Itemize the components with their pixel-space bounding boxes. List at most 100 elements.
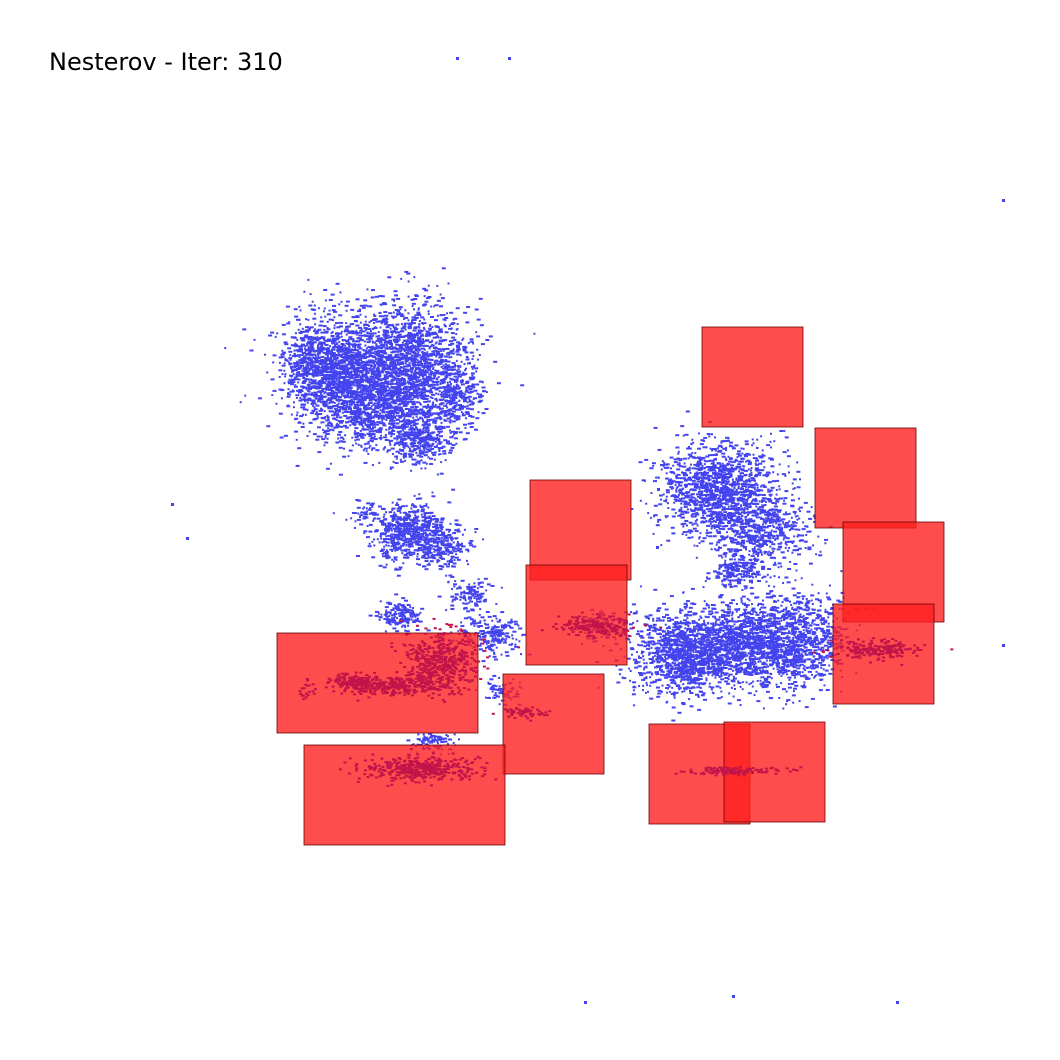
- standard-cell: [296, 361, 298, 363]
- standard-cell: [327, 427, 329, 429]
- standard-cell: [343, 407, 345, 409]
- standard-cell: [459, 431, 463, 433]
- standard-cell: [457, 328, 459, 330]
- standard-cell: [395, 324, 399, 326]
- standard-cell: [423, 373, 425, 375]
- standard-cell: [413, 298, 417, 300]
- standard-cell: [455, 333, 457, 335]
- standard-cell: [358, 398, 360, 400]
- standard-cell: [351, 437, 353, 439]
- standard-cell: [448, 401, 452, 403]
- standard-cell: [338, 386, 340, 388]
- standard-cell: [444, 420, 448, 422]
- standard-cell: [433, 413, 437, 415]
- standard-cell: [389, 324, 393, 326]
- standard-cell: [338, 400, 340, 402]
- standard-cell: [451, 337, 455, 339]
- standard-cell: [316, 386, 320, 388]
- standard-cell: [327, 321, 329, 323]
- standard-cell: [427, 368, 431, 370]
- standard-cell: [439, 426, 441, 428]
- standard-cell: [339, 366, 341, 368]
- standard-cell: [346, 367, 348, 369]
- standard-cell: [379, 315, 383, 317]
- standard-cell: [459, 392, 463, 394]
- standard-cell: [336, 379, 338, 381]
- standard-cell: [401, 442, 405, 444]
- standard-cell: [322, 398, 324, 400]
- standard-cell: [388, 390, 390, 392]
- standard-cell: [343, 415, 347, 417]
- standard-cell: [405, 445, 407, 447]
- standard-cell: [404, 549, 408, 551]
- standard-cell: [468, 392, 472, 394]
- standard-cell: [391, 361, 393, 363]
- standard-cell: [408, 396, 410, 398]
- standard-cell: [394, 530, 396, 532]
- standard-cell: [372, 437, 374, 439]
- standard-cell: [429, 348, 431, 350]
- standard-cell: [424, 467, 426, 469]
- standard-cell: [336, 419, 338, 421]
- standard-cell: [281, 397, 283, 399]
- standard-cell: [355, 325, 359, 327]
- standard-cell: [412, 428, 416, 430]
- standard-cell: [339, 376, 343, 378]
- standard-cell: [294, 431, 298, 433]
- standard-cell: [320, 332, 324, 334]
- standard-cell: [345, 322, 347, 324]
- standard-cell: [404, 460, 406, 462]
- standard-cell: [471, 416, 475, 418]
- standard-cell: [284, 382, 286, 384]
- standard-cell: [412, 305, 414, 307]
- standard-cell: [479, 298, 483, 300]
- standard-cell: [375, 383, 377, 385]
- standard-cell: [333, 339, 337, 341]
- standard-cell: [435, 336, 439, 338]
- standard-cell: [436, 353, 440, 355]
- standard-cell: [456, 417, 460, 419]
- standard-cell: [302, 370, 304, 372]
- standard-cell: [413, 358, 415, 360]
- standard-cell: [447, 501, 451, 503]
- standard-cell: [402, 342, 404, 344]
- standard-cell: [416, 401, 420, 403]
- standard-cell: [311, 308, 315, 310]
- standard-cell: [410, 450, 414, 452]
- standard-cell: [324, 308, 326, 310]
- standard-cell: [420, 530, 424, 532]
- standard-cell: [417, 419, 419, 421]
- standard-cell: [314, 367, 316, 369]
- standard-cell: [376, 363, 380, 365]
- standard-cell: [312, 387, 316, 389]
- standard-cell: [354, 424, 356, 426]
- standard-cell: [378, 416, 382, 418]
- standard-cell: [371, 541, 373, 543]
- standard-cell: [445, 540, 449, 542]
- standard-cell: [412, 398, 414, 400]
- standard-cell: [385, 434, 387, 436]
- standard-cell: [361, 433, 365, 435]
- standard-cell: [353, 379, 355, 381]
- standard-cell: [431, 378, 435, 380]
- standard-cell: [370, 348, 372, 350]
- standard-cell: [475, 309, 479, 311]
- standard-cell: [362, 307, 366, 309]
- standard-cell: [312, 357, 316, 359]
- standard-cell: [437, 561, 439, 563]
- standard-cell: [443, 314, 445, 316]
- standard-cell: [454, 437, 458, 439]
- standard-cell: [330, 370, 332, 372]
- standard-cell: [449, 388, 453, 390]
- standard-cell: [398, 337, 400, 339]
- standard-cell: [334, 325, 336, 327]
- standard-cell: [432, 364, 436, 366]
- standard-cell: [380, 435, 382, 437]
- standard-cell: [337, 434, 341, 436]
- standard-cell: [371, 361, 373, 363]
- standard-cell: [303, 377, 305, 379]
- standard-cell: [405, 423, 409, 425]
- standard-cell: [382, 508, 386, 510]
- standard-cell: [329, 351, 333, 353]
- standard-cell: [389, 346, 391, 348]
